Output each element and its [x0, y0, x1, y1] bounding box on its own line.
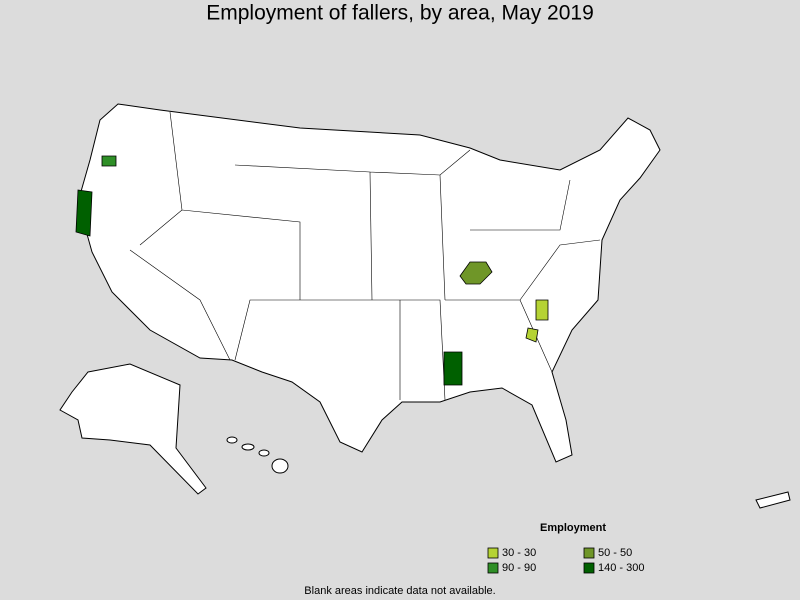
hawaii — [226, 436, 289, 474]
legend-items: 30 - 30 50 - 50 90 - 90 140 - 300 — [487, 547, 644, 574]
area-oregon-coast — [75, 189, 93, 237]
alaska — [59, 363, 207, 495]
highlighted-areas — [75, 155, 549, 386]
legend-swatch — [487, 547, 499, 559]
contiguous-us — [77, 103, 661, 463]
puerto-rico — [755, 491, 791, 509]
legend-label: 90 - 90 — [502, 562, 536, 574]
legend-swatch — [487, 562, 499, 574]
legend-swatch — [583, 562, 595, 574]
area-carolina — [535, 299, 549, 321]
legend-label: 140 - 300 — [598, 562, 644, 574]
area-mississippi — [443, 351, 463, 386]
footnote: Blank areas indicate data not available. — [304, 585, 495, 597]
area-georgia — [525, 327, 539, 343]
legend-title: Employment — [540, 522, 606, 534]
map-title: Employment of fallers, by area, May 2019 — [206, 2, 594, 25]
area-kentucky — [459, 261, 493, 285]
legend-label: 30 - 30 — [502, 547, 536, 559]
legend: Employment 30 - 30 50 - 50 90 - 90 140 - 30… — [487, 522, 644, 574]
legend-label: 50 - 50 — [598, 547, 632, 559]
area-washington — [101, 155, 117, 167]
legend-swatch — [583, 547, 595, 559]
